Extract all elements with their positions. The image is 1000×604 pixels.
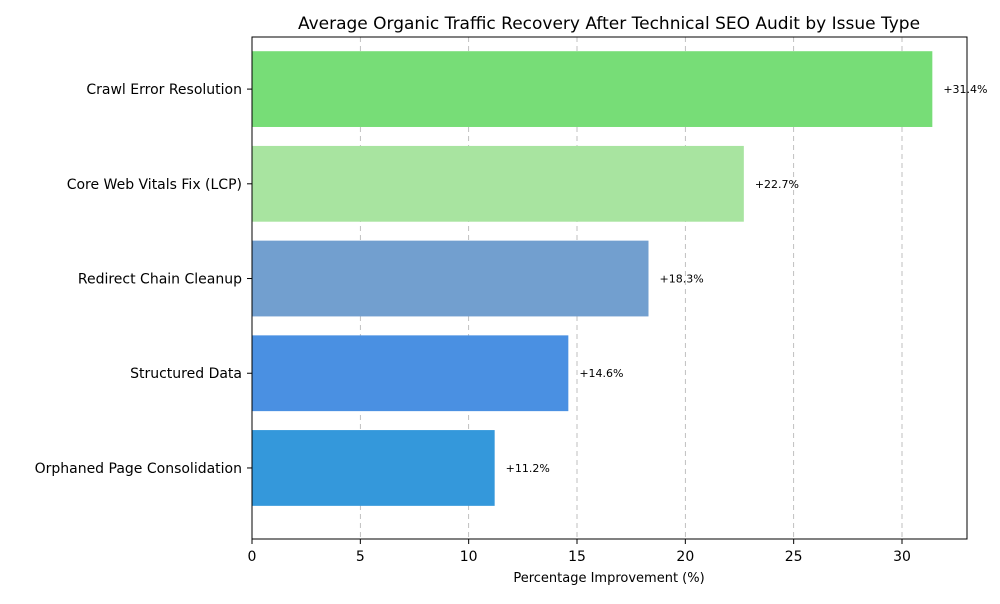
bar <box>252 145 744 222</box>
x-axis-ticks: 0 5 10 15 20 25 30 <box>248 539 911 565</box>
x-tick-label: 25 <box>785 549 803 565</box>
x-tick-label: 5 <box>356 549 365 565</box>
bar <box>252 240 649 317</box>
x-tick-label: 0 <box>248 549 257 565</box>
x-tick-label: 30 <box>893 549 911 565</box>
bar-value-label: +18.3% <box>660 273 704 286</box>
category-label: Crawl Error Resolution <box>86 82 242 98</box>
category-label: Orphaned Page Consolidation <box>35 461 242 477</box>
bars: +31.4% +22.7% +18.3% +14.6% +11.2% <box>252 51 988 506</box>
chart-title: Average Organic Traffic Recovery After T… <box>298 14 920 34</box>
bar-value-label: +11.2% <box>506 462 550 475</box>
bar-value-label: +14.6% <box>579 367 623 380</box>
x-tick-label: 10 <box>460 549 478 565</box>
category-label: Redirect Chain Cleanup <box>78 272 242 288</box>
x-tick-label: 15 <box>568 549 586 565</box>
category-label: Structured Data <box>130 366 242 382</box>
plot-frame <box>251 36 968 540</box>
bar-value-label: +22.7% <box>755 178 799 191</box>
x-tick-label: 20 <box>676 549 694 565</box>
bar <box>252 430 495 506</box>
bar <box>252 51 933 127</box>
bar <box>252 335 569 412</box>
category-label: Core Web Vitals Fix (LCP) <box>67 177 242 193</box>
x-axis-label: Percentage Improvement (%) <box>513 571 704 586</box>
bar-value-label: +31.4% <box>943 83 987 96</box>
y-axis-categories: Crawl Error Resolution Core Web Vitals Fi… <box>35 82 252 477</box>
